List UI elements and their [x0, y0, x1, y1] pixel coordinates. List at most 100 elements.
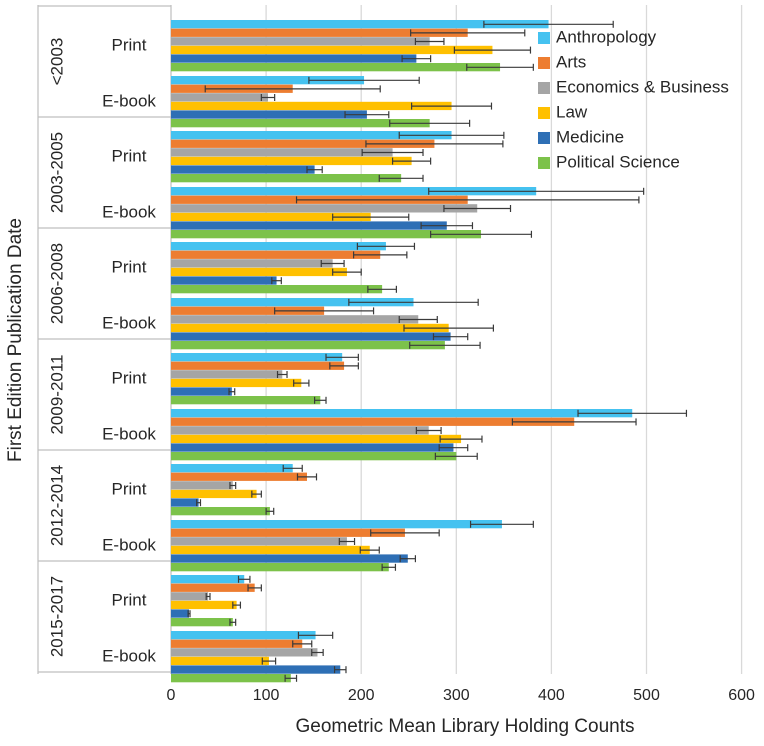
bar-medicine	[171, 332, 451, 341]
x-axis-title: Geometric Mean Library Holding Counts	[296, 716, 635, 737]
bar-anthropology	[171, 409, 633, 418]
bar-economics-business	[171, 592, 209, 601]
bar-medicine	[171, 54, 417, 63]
bar-law	[171, 378, 302, 388]
legend-swatch	[538, 132, 550, 144]
bar-law	[171, 545, 370, 555]
bar-medicine	[171, 609, 190, 618]
bar-economics-business	[171, 370, 283, 379]
bar-medicine	[171, 165, 315, 174]
bar-arts	[171, 417, 575, 426]
bar-medicine	[171, 110, 367, 119]
format-label: Print	[112, 146, 147, 165]
group-label: 2006-2008	[47, 243, 66, 324]
bar-medicine	[171, 276, 277, 285]
legend-swatch	[538, 82, 550, 94]
bar-economics-business	[171, 93, 269, 102]
bar-arts	[171, 250, 381, 259]
bar-medicine	[171, 554, 408, 563]
format-label: E-book	[102, 91, 156, 110]
format-label: Print	[112, 368, 147, 387]
x-tick-label: 100	[253, 687, 280, 704]
x-tick-label: 500	[633, 687, 660, 704]
y-axis-title: First Edition Publication Date	[5, 218, 26, 462]
legend-label: Anthropology	[556, 27, 657, 46]
bar-medicine	[171, 498, 199, 507]
format-label: Print	[112, 590, 147, 609]
format-label: E-book	[102, 535, 156, 554]
bar-arts	[171, 139, 435, 148]
bar-political-science	[171, 507, 270, 516]
bar-political-science	[171, 230, 482, 239]
legend-swatch	[538, 157, 550, 169]
x-axis-ticks: 0 100 200 300 400 500 600	[167, 687, 755, 704]
bar-political-science	[171, 452, 457, 461]
bar-political-science	[171, 674, 291, 683]
x-tick-label: 300	[443, 687, 470, 704]
bar-law	[171, 101, 452, 111]
bar-economics-business	[171, 259, 333, 268]
format-label: E-book	[102, 202, 156, 221]
group-label: <2003	[47, 38, 66, 86]
bar-political-science	[171, 119, 430, 128]
bar-political-science	[171, 63, 501, 72]
bar-law	[171, 323, 449, 333]
legend-swatch	[538, 57, 550, 69]
bar-law	[171, 434, 462, 444]
bar-anthropology	[171, 20, 549, 29]
format-label: Print	[112, 479, 147, 498]
legend-swatch	[538, 32, 550, 44]
bar-economics-business	[171, 37, 430, 46]
bar-anthropology	[171, 187, 537, 196]
bar-economics-business	[171, 148, 393, 157]
error-bars	[187, 20, 688, 682]
bar-political-science	[171, 174, 402, 183]
legend-label: Economics & Business	[556, 77, 729, 96]
format-label: Print	[112, 35, 147, 54]
x-tick-label: 400	[538, 687, 565, 704]
bar-anthropology	[171, 575, 245, 584]
legend-swatch	[538, 107, 550, 119]
bar-economics-business	[171, 315, 419, 324]
bar-anthropology	[171, 631, 316, 640]
group-label: 2003-2005	[47, 132, 66, 213]
bar-anthropology	[171, 298, 414, 307]
bar-anthropology	[171, 520, 502, 529]
x-tick-label: 600	[728, 687, 755, 704]
legend-label: Arts	[556, 52, 586, 71]
bar-arts	[171, 583, 255, 592]
bar-political-science	[171, 618, 233, 627]
bar-economics-business	[171, 426, 429, 435]
format-label: E-book	[102, 646, 156, 665]
bar-law	[171, 45, 493, 55]
bar-economics-business	[171, 204, 478, 213]
bar-anthropology	[171, 242, 386, 251]
bar-arts	[171, 306, 325, 315]
bar-anthropology	[171, 353, 343, 362]
bar-medicine	[171, 665, 341, 674]
bar-anthropology	[171, 131, 452, 140]
bar-medicine	[171, 387, 232, 396]
legend: Anthropology Arts Economics & Business Law M…	[538, 27, 729, 171]
bars	[171, 20, 633, 683]
bar-arts	[171, 528, 405, 537]
bar-arts	[171, 28, 468, 37]
bar-law	[171, 267, 347, 277]
bar-anthropology	[171, 464, 293, 473]
bar-political-science	[171, 285, 383, 294]
bar-arts	[171, 472, 307, 481]
format-label: E-book	[102, 424, 156, 443]
category-labels: <2003 Print E-book 2003-2005 Print E-book 2006…	[47, 35, 156, 665]
bar-medicine	[171, 221, 447, 230]
bar-economics-business	[171, 648, 318, 657]
bar-political-science	[171, 396, 321, 405]
bar-political-science	[171, 563, 389, 572]
bar-economics-business	[171, 481, 233, 490]
legend-label: Law	[556, 102, 588, 121]
bar-arts	[171, 361, 345, 370]
x-tick-label: 200	[348, 687, 375, 704]
bar-law	[171, 212, 371, 222]
group-label: 2009-2011	[47, 354, 66, 434]
